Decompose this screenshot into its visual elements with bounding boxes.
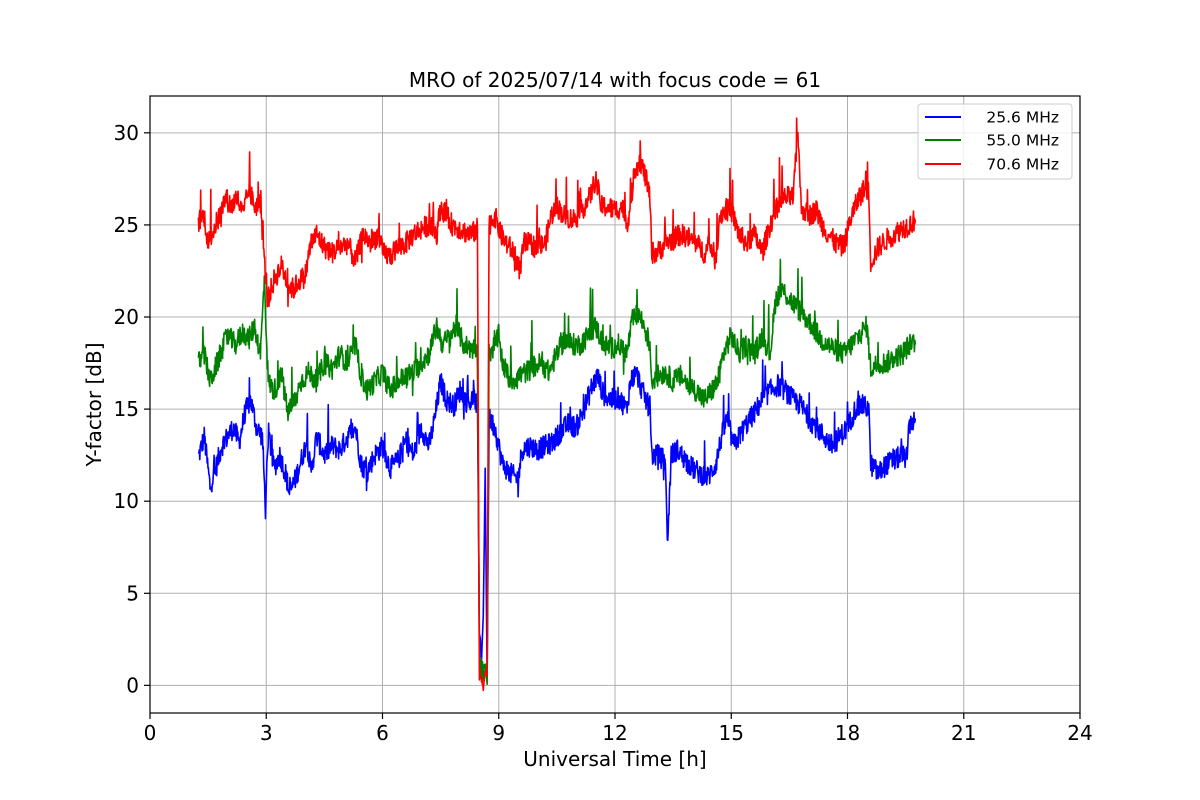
x-tick-label: 3	[260, 721, 273, 745]
legend-label-25-6: 25.6 MHz	[986, 109, 1059, 127]
y-tick-label: 0	[126, 673, 139, 697]
y-tick-label: 5	[126, 581, 139, 605]
series-layer	[197, 117, 917, 692]
y-tick-label: 20	[114, 305, 139, 329]
y-tick-label: 15	[114, 397, 139, 421]
legend: 25.6 MHz 55.0 MHz 70.6 MHz	[917, 103, 1073, 180]
x-tick-label: 6	[376, 721, 389, 745]
tick-layer: 0 3 6 9 12 15 18 21 24 0 5 10 15 20 25 30	[114, 121, 1093, 745]
x-tick-label: 24	[1067, 721, 1092, 745]
x-tick-label: 0	[144, 721, 157, 745]
legend-label-70-6: 70.6 MHz	[986, 156, 1059, 174]
x-tick-label: 18	[835, 721, 860, 745]
y-axis-label: Y-factor [dB]	[82, 342, 106, 467]
y-tick-label: 30	[114, 121, 139, 145]
x-tick-label: 21	[951, 721, 976, 745]
series-line-2	[197, 258, 917, 686]
x-tick-label: 9	[492, 721, 505, 745]
legend-box	[917, 103, 1073, 180]
series-line-3	[197, 117, 917, 692]
x-tick-label: 15	[719, 721, 744, 745]
legend-label-55-0: 55.0 MHz	[986, 132, 1059, 150]
x-tick-label: 12	[602, 721, 627, 745]
y-tick-label: 10	[114, 489, 139, 513]
x-axis-label: Universal Time [h]	[523, 747, 706, 771]
series-line-1	[197, 359, 917, 680]
chart-title: MRO of 2025/07/14 with focus code = 61	[409, 68, 821, 92]
y-tick-label: 25	[114, 213, 139, 237]
